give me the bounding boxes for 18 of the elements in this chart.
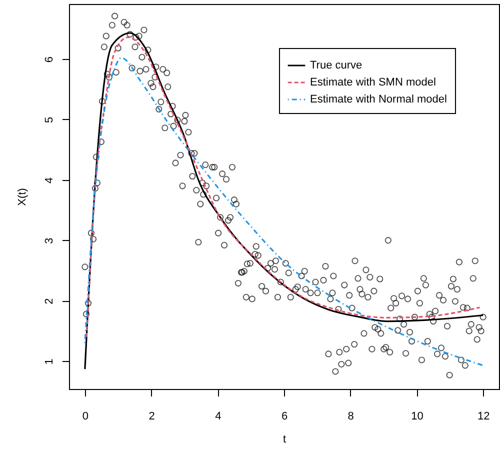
legend-label: True curve — [310, 60, 362, 72]
legend-label: Estimate with SMN model — [310, 76, 436, 88]
x-tick-label: 10 — [411, 410, 424, 422]
y-axis-title: X(t) — [16, 188, 28, 206]
y-tick-label: 6 — [44, 56, 56, 63]
legend-label: Estimate with Normal model — [310, 94, 447, 106]
x-tick-label: 8 — [348, 410, 354, 422]
x-tick-label: 4 — [215, 410, 222, 422]
x-tick-label: 2 — [148, 410, 155, 422]
x-tick-label: 0 — [82, 410, 88, 422]
x-tick-label: 6 — [281, 410, 288, 422]
x-axis-title: t — [282, 434, 286, 446]
y-tick-label: 2 — [44, 298, 56, 304]
y-tick-label: 1 — [44, 358, 56, 365]
x-tick-label: 12 — [477, 410, 490, 422]
y-tick-label: 4 — [44, 177, 56, 184]
y-tick-label: 5 — [44, 116, 56, 123]
y-tick-label: 3 — [44, 238, 56, 244]
